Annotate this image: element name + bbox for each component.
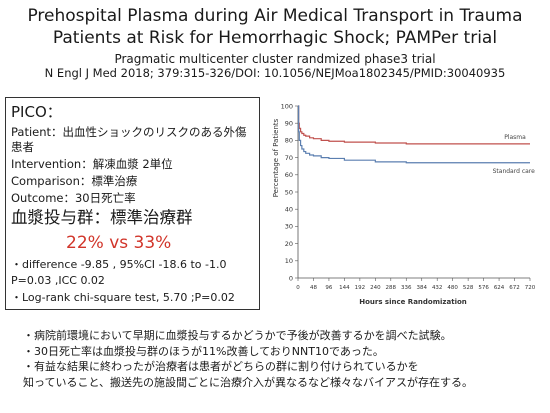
pico-logrank: ・Log-rank chi-square test, 5.70 ;P=0.02 (11, 291, 235, 304)
y-axis-label: Percentage of Patients (272, 118, 280, 197)
title-line-1: Prehospital Plasma during Air Medical Tr… (27, 6, 523, 26)
y-tick-label: 70 (285, 154, 293, 162)
x-tick-label: 240 (370, 285, 381, 291)
x-tick-label: 576 (478, 285, 489, 291)
y-tick-label: 90 (285, 120, 293, 128)
chart-series-labels: Plasma Standard care (493, 134, 536, 175)
summary-bullet-1: ・病院前環境において早期に血漿投与するかどうかで予後が改善するかを調べた試験。 (23, 329, 452, 342)
y-tick-label: 10 (285, 257, 293, 265)
pico-heading: PICO： (11, 103, 62, 121)
series-label-standard-care: Standard care (493, 168, 536, 175)
km-chart: 0 10 20 30 40 50 60 70 80 90 100 0 48 96 144 192 240 288… (272, 102, 536, 306)
summary-bullet-3: ・有益な結果に終わったが治療者は患者がどちらの群に割り付けられているかを (23, 360, 419, 373)
pico-intervention: Intervention：解凍血漿 2単位 (11, 157, 173, 171)
pico-comparison: Comparison：標準治療 (11, 174, 138, 188)
x-tick-label: 480 (447, 285, 458, 291)
subtitle: Pragmatic multicenter cluster randmized … (114, 52, 436, 66)
pico-outcome: Outcome：30日死亡率 (11, 191, 136, 205)
chart-axes (297, 106, 530, 279)
y-tick-label: 80 (285, 137, 293, 145)
x-tick-label: 528 (463, 285, 474, 291)
y-tick-label: 60 (285, 171, 293, 179)
x-tick-label: 672 (509, 285, 519, 291)
x-tick-label: 144 (339, 285, 350, 291)
citation: N Engl J Med 2018; 379:315-326/DOI: 10.1… (44, 66, 506, 80)
pico-patient-line1: Patient：出血性ショックのリスクのある外傷 (11, 125, 247, 139)
x-tick-label: 624 (494, 285, 505, 291)
series-line-plasma (298, 105, 530, 145)
pico-patient-line2: 患者 (11, 140, 34, 154)
x-tick-label: 192 (355, 285, 366, 291)
series-label-plasma: Plasma (504, 134, 526, 141)
x-axis-label: Hours since Randomization (359, 298, 467, 306)
y-tick-label: 40 (285, 206, 293, 214)
x-tick-labels: 0 48 96 144 192 240 288 336 384 432 480 528 576 624 67… (296, 278, 536, 291)
chart-series (298, 105, 530, 164)
y-tick-label: 50 (285, 188, 293, 196)
x-tick-label: 336 (401, 285, 412, 291)
pico-result-values: 22% vs 33% (66, 233, 172, 253)
y-tick-labels: 0 10 20 30 40 50 60 70 80 90 100 (281, 102, 298, 282)
title-line-2: Patients at Risk for Hemorrhagic Shock; … (52, 28, 498, 48)
y-tick-label: 100 (281, 102, 293, 110)
summary-bullets: ・病院前環境において早期に血漿投与するかどうかで予後が改善するかを調べた試験。 … (23, 328, 473, 390)
pico-box: PICO： Patient：出血性ショックのリスクのある外傷 患者 Interv… (5, 97, 260, 310)
series-line-standard-care (298, 105, 530, 164)
summary-bullet-4: 知っていること、搬送先の施設間ごとに治療介入が異なるなど様々なバイアスが存在する… (23, 375, 474, 389)
summary-bullet-2: ・30日死亡率は血漿投与群のほうが11%改善しておりNNT10であった。 (23, 344, 384, 358)
pico-result-groups: 血漿投与群：標準治療群 (11, 208, 193, 227)
pico-difference: ・difference -9.85 , 95%CI -18.6 to -1.0 (11, 258, 227, 271)
y-tick-label: 0 (289, 274, 293, 282)
y-tick-label: 20 (285, 240, 293, 248)
x-tick-label: 432 (432, 285, 443, 291)
x-tick-label: 48 (310, 285, 317, 291)
x-tick-label: 96 (325, 285, 332, 291)
pico-p-icc: P=0.03 ,ICC 0.02 (11, 274, 105, 287)
x-tick-label: 288 (386, 285, 397, 291)
x-tick-label: 0 (296, 285, 300, 291)
x-tick-label: 384 (416, 285, 427, 291)
y-tick-label: 30 (285, 223, 293, 231)
x-tick-label: 720 (525, 285, 536, 291)
